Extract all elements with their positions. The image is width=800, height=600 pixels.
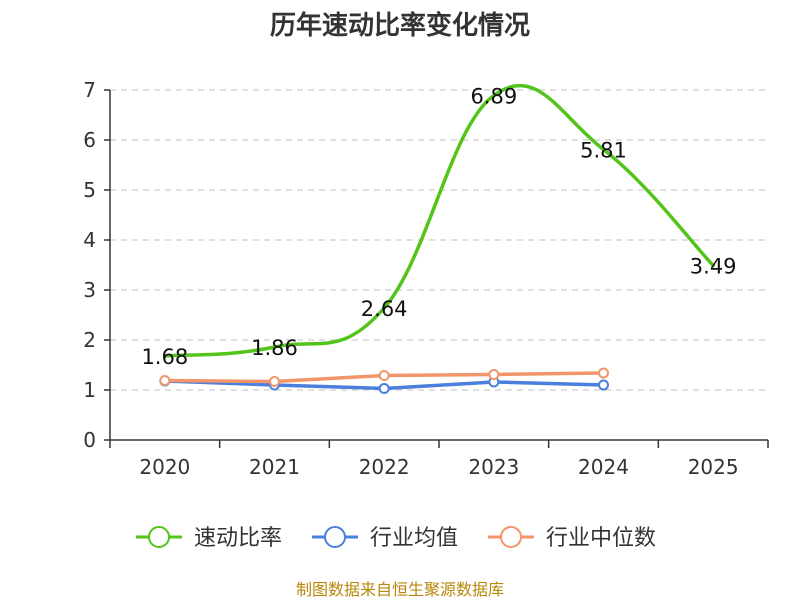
legend-label-1: 行业均值 — [370, 526, 458, 551]
y-tick-label-3: 3 — [83, 278, 96, 302]
series-1-point-2022 — [378, 383, 390, 394]
x-tick-label-2025: 2025 — [688, 455, 739, 479]
series-2-point-2024 — [598, 367, 609, 379]
legend: 速动比率 行业均值 行业中位数 — [136, 526, 656, 551]
legend-label-2: 行业中位数 — [546, 526, 656, 551]
x-tick-label-2021: 2021 — [249, 455, 300, 479]
series-2-point-2021 — [269, 376, 280, 387]
series-line-0 — [163, 83, 715, 358]
legend-marker-1 — [324, 526, 346, 548]
axes: 0 1 2 3 4 5 6 7 2020 2021 2022 2023 2024 2025 — [83, 78, 769, 479]
legend-label-0: 速动比率 — [194, 526, 282, 551]
legend-marker-2 — [500, 526, 522, 548]
series-2-point-2020 — [159, 375, 171, 386]
x-tick-label-2023: 2023 — [468, 455, 519, 479]
series-2-point-2023 — [488, 369, 500, 380]
y-tick-label-4: 4 — [83, 228, 96, 252]
series-1-point-2024 — [598, 379, 609, 391]
data-label-2025: 3.49 — [690, 255, 737, 279]
y-tick-label-6: 6 — [83, 128, 96, 152]
x-tick-label-2022: 2022 — [359, 455, 410, 479]
y-tick-label-5: 5 — [83, 178, 96, 202]
series-layer — [159, 83, 715, 394]
y-tick-label-1: 1 — [83, 378, 96, 402]
data-label-2021: 1.86 — [251, 336, 298, 360]
y-tick-label-2: 2 — [83, 328, 96, 352]
data-label-2020: 1.68 — [141, 345, 188, 369]
legend-marker-0 — [148, 526, 170, 548]
grid-lines — [110, 89, 768, 391]
chart-title: 历年速动比率变化情况 — [270, 10, 530, 41]
data-labels: 1.68 1.86 2.64 6.89 5.81 3.49 — [141, 85, 736, 370]
y-tick-label-7: 7 — [83, 78, 96, 102]
x-tick-label-2024: 2024 — [578, 455, 629, 479]
series-2-point-2022 — [378, 370, 390, 381]
x-tick-label-2020: 2020 — [139, 455, 190, 479]
source-note: 制图数据来自恒生聚源数据库 — [296, 580, 504, 599]
data-label-2022: 2.64 — [361, 297, 408, 321]
y-tick-label-0: 0 — [83, 428, 96, 452]
data-label-2024: 5.81 — [580, 139, 627, 163]
data-label-2023: 6.89 — [470, 85, 517, 109]
